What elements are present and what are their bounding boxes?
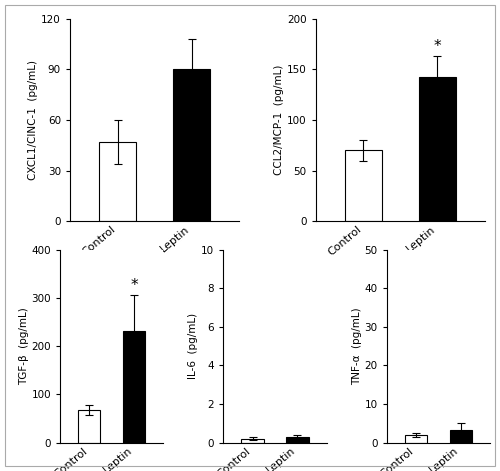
Bar xyxy=(418,77,456,221)
Bar xyxy=(100,142,136,221)
Y-axis label: CXCL1/CINC-1  (pg/mL): CXCL1/CINC-1 (pg/mL) xyxy=(28,60,38,180)
Y-axis label: TGF-β  (pg/mL): TGF-β (pg/mL) xyxy=(18,307,28,385)
Y-axis label: IL-6  (pg/mL): IL-6 (pg/mL) xyxy=(188,313,198,379)
Bar xyxy=(123,331,146,443)
Text: *: * xyxy=(434,39,441,54)
Text: *: * xyxy=(130,278,138,293)
Bar xyxy=(242,439,264,443)
Bar xyxy=(450,430,472,443)
Bar xyxy=(404,435,427,443)
Y-axis label: TNF-α  (pg/mL): TNF-α (pg/mL) xyxy=(352,308,362,385)
Y-axis label: CCL2/MCP-1  (pg/mL): CCL2/MCP-1 (pg/mL) xyxy=(274,65,284,175)
Bar xyxy=(173,70,210,221)
Bar xyxy=(286,438,308,443)
Bar xyxy=(345,150,382,221)
Bar xyxy=(78,410,100,443)
